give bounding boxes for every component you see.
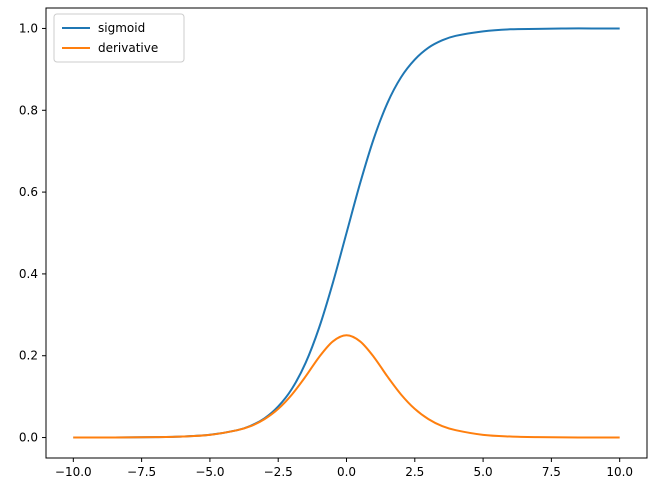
legend-label-sigmoid: sigmoid [98,21,145,35]
x-tick-label: 10.0 [606,465,633,479]
y-tick-label: 0.0 [19,431,38,445]
y-tick-label: 0.4 [19,267,38,281]
x-tick-label: 2.5 [405,465,424,479]
x-tick-label: 5.0 [474,465,493,479]
x-tick-label: −5.0 [195,465,224,479]
y-tick-label: 1.0 [19,21,38,35]
series-layer [73,27,620,439]
legend-box [53,13,185,63]
y-tick-label: 0.8 [19,103,38,117]
legend-label-derivative: derivative [98,41,158,55]
x-axis: −10.0 −7.5 −5.0 −2.5 0.0 2.5 5.0 7.5 10.0 [55,458,633,479]
x-tick-label: 0.0 [337,465,356,479]
x-tick-label: −10.0 [55,465,92,479]
legend: sigmoid derivative [53,13,185,63]
series-line-derivative [73,334,620,439]
y-tick-label: 0.6 [19,185,38,199]
x-tick-label: −2.5 [264,465,293,479]
x-tick-label: 7.5 [542,465,561,479]
x-tick-label: −7.5 [127,465,156,479]
y-axis: 0.0 0.2 0.4 0.6 0.8 1.0 [19,21,46,445]
y-tick-label: 0.2 [19,349,38,363]
